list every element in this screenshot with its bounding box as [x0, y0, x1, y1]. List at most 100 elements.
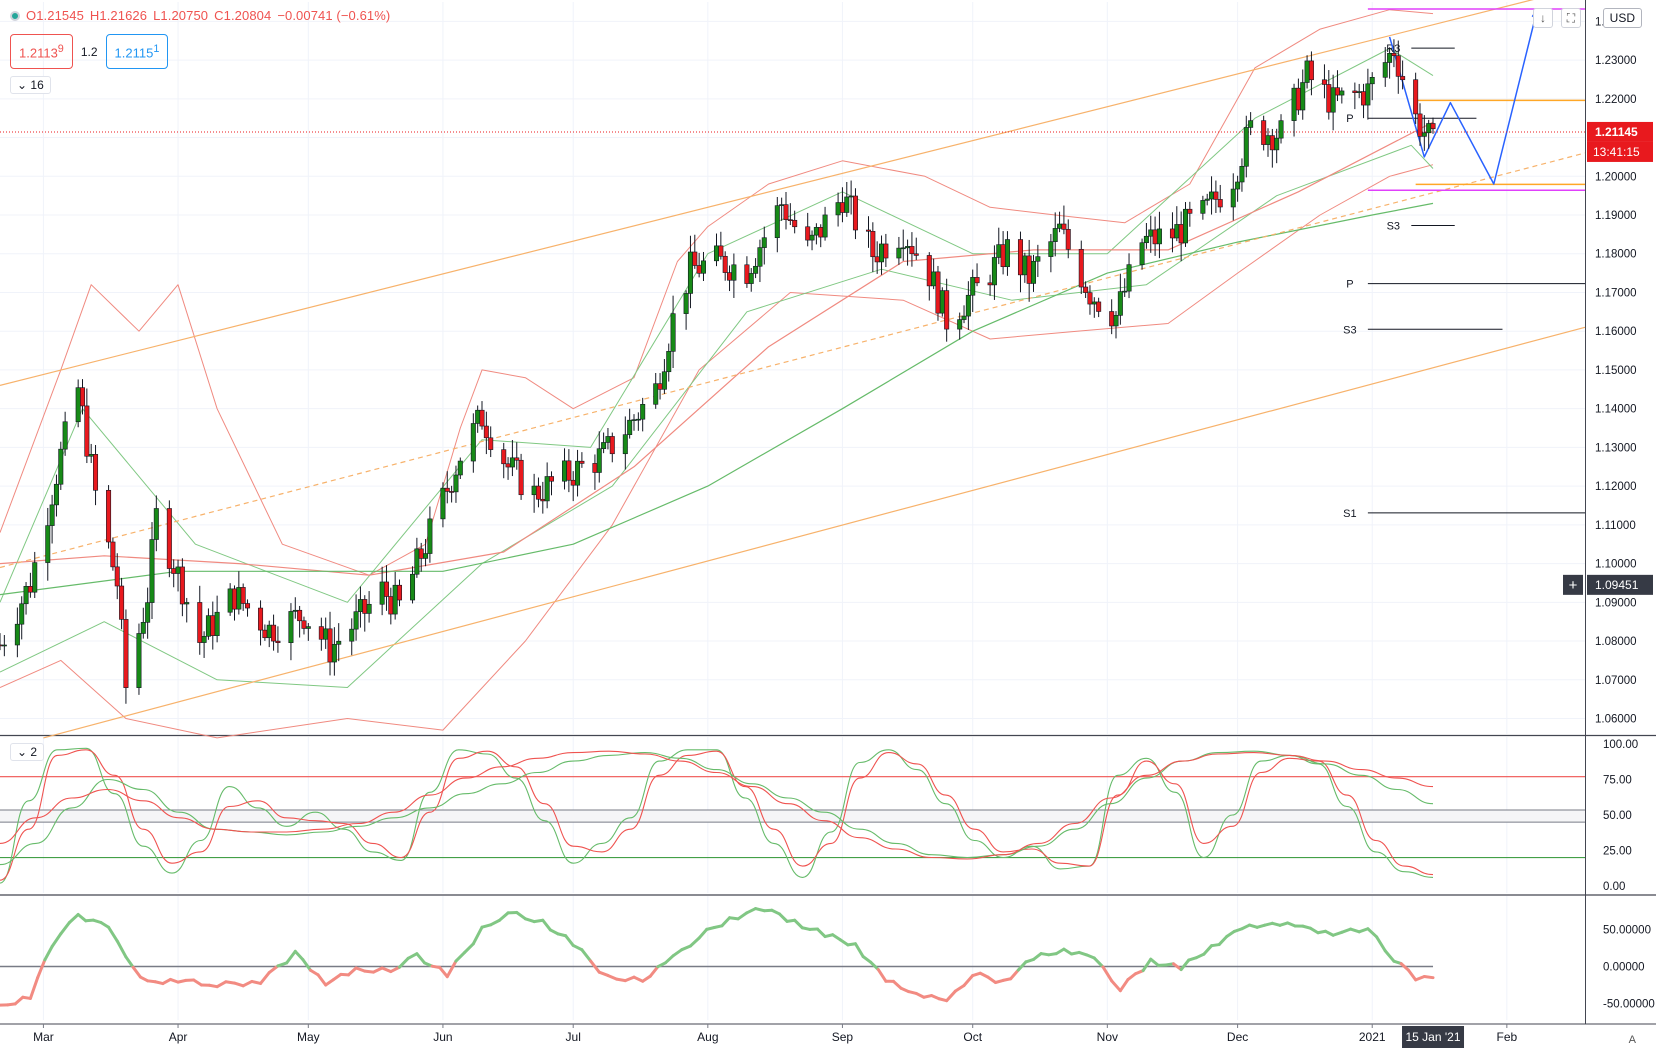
- candle-body: [992, 257, 996, 284]
- candle: [940, 287, 944, 316]
- price-tick-label: 1.13000: [1595, 442, 1637, 454]
- pivot-label: S3: [1387, 220, 1400, 232]
- candle-body: [1201, 200, 1205, 213]
- candle-body: [2, 645, 6, 646]
- candle-body: [15, 624, 19, 645]
- price-tick-label: 1.18000: [1595, 249, 1637, 261]
- candle-body: [1422, 133, 1426, 137]
- auto-scale-button[interactable]: A: [1629, 1034, 1636, 1046]
- candle-body: [840, 203, 844, 213]
- candle-body: [502, 450, 506, 464]
- candle-body: [944, 291, 948, 330]
- candle-body: [1244, 127, 1248, 166]
- candle-body: [623, 435, 627, 454]
- candle-body: [749, 273, 753, 283]
- time-tick-label: Aug: [697, 1030, 718, 1044]
- sell-button[interactable]: 1.21139: [10, 34, 73, 69]
- candle-body: [1296, 88, 1300, 110]
- candle-body: [1188, 209, 1192, 213]
- candle-body: [910, 246, 914, 253]
- candle-body: [654, 384, 658, 405]
- candle-body: [185, 602, 189, 604]
- candle-body: [449, 491, 453, 492]
- candle-body: [232, 589, 236, 609]
- price-tick-label: 1.06000: [1595, 714, 1637, 726]
- indicator-count: 16: [30, 78, 43, 92]
- candle-body: [323, 629, 327, 639]
- candle-body: [640, 404, 644, 419]
- candle-body: [76, 388, 80, 422]
- candle-body: [1279, 121, 1283, 138]
- fullscreen-button[interactable]: ⛶: [1561, 8, 1581, 28]
- candle-body: [475, 410, 479, 423]
- candle-body: [545, 476, 549, 500]
- oscillator-tick-label: 50.00000: [1603, 924, 1651, 936]
- price-tick-label: 1.09000: [1595, 597, 1637, 609]
- scroll-down-button[interactable]: ↓: [1533, 8, 1553, 28]
- market-status-icon: [10, 11, 20, 21]
- candle-body: [549, 476, 553, 481]
- buy-button[interactable]: 1.21151: [106, 34, 169, 69]
- candle-body: [1183, 209, 1187, 243]
- candle-body: [1036, 257, 1040, 262]
- candle-body: [302, 621, 306, 629]
- candle: [106, 485, 110, 548]
- candle-body: [632, 420, 636, 421]
- time-tick-label: Dec: [1227, 1030, 1248, 1044]
- candle-body: [202, 636, 206, 642]
- candle: [59, 442, 63, 490]
- candle-body: [1413, 80, 1417, 114]
- time-tick-label: Oct: [963, 1030, 982, 1044]
- candle-body: [445, 488, 449, 491]
- candle-body: [358, 599, 362, 611]
- candle-body: [237, 587, 241, 609]
- candle-body: [1170, 229, 1174, 238]
- candle-body: [914, 254, 918, 256]
- sell-price: 1.2113: [19, 45, 58, 60]
- indicators-toggle[interactable]: ⌄ 16: [10, 76, 51, 94]
- candle-body: [1157, 229, 1161, 244]
- candle-body: [54, 484, 58, 505]
- candle-body: [115, 567, 119, 586]
- candle-body: [1335, 88, 1339, 95]
- candle-body: [884, 244, 888, 258]
- time-tick-label: Mar: [33, 1030, 54, 1044]
- candle-body: [988, 283, 992, 285]
- candle-body: [89, 454, 93, 456]
- candle-body: [211, 616, 215, 636]
- candle-body: [510, 458, 514, 467]
- currency-selector[interactable]: USD: [1603, 8, 1642, 28]
- candle-body: [206, 616, 210, 637]
- candle-body: [1096, 302, 1100, 312]
- candle-body: [627, 420, 631, 434]
- price-tick-label: 1.22000: [1595, 94, 1637, 106]
- candle-body: [337, 641, 341, 644]
- candle-body: [1305, 61, 1309, 83]
- candle-body: [1031, 261, 1035, 283]
- price-tick-label: 1.19000: [1595, 210, 1637, 222]
- candle: [111, 537, 115, 570]
- price-tick-label: 1.12000: [1595, 481, 1637, 493]
- candle-body: [536, 486, 540, 499]
- candle-body: [1431, 123, 1435, 128]
- sub-indicators-toggle[interactable]: ⌄ 2: [10, 743, 44, 761]
- candle-body: [1426, 123, 1430, 132]
- price-tick-label: 1.16000: [1595, 326, 1637, 338]
- candle-body: [458, 461, 462, 475]
- candle-body: [853, 196, 857, 230]
- candle-body: [997, 245, 1001, 258]
- candle-body: [562, 461, 566, 481]
- candle-body: [667, 351, 671, 371]
- candle-body: [454, 475, 458, 492]
- candle-body: [50, 505, 54, 526]
- time-tick-label: Jul: [566, 1030, 581, 1044]
- pivot-label: S1: [1343, 508, 1356, 520]
- candle-body: [297, 610, 301, 621]
- price-tick-label: 1.17000: [1595, 287, 1637, 299]
- candle: [137, 624, 141, 695]
- candle-body: [1209, 192, 1213, 199]
- candle-body: [1053, 228, 1057, 241]
- candle-body: [1361, 92, 1365, 106]
